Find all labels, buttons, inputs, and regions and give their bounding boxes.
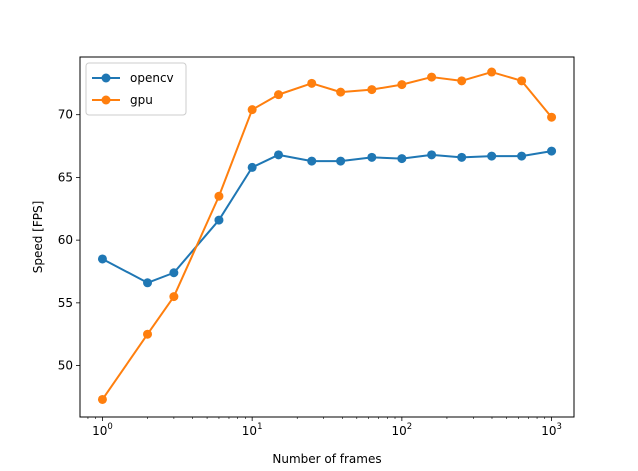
x-tick-label: 103 — [541, 422, 562, 438]
data-point-opencv — [307, 156, 317, 166]
y-tick-label: 55 — [58, 296, 73, 310]
data-point-opencv — [547, 146, 557, 156]
series-layer — [97, 67, 557, 404]
y-axis-label: Speed [FPS] — [31, 201, 45, 274]
legend-label-opencv: opencv — [130, 71, 174, 85]
data-point-opencv — [169, 268, 179, 278]
data-point-opencv — [427, 150, 437, 160]
x-tick-label: 101 — [242, 422, 263, 438]
legend-label-gpu: gpu — [130, 93, 153, 107]
y-tick-label: 60 — [58, 233, 73, 247]
data-point-opencv — [214, 215, 224, 225]
data-point-gpu — [307, 78, 317, 88]
x-tick-label: 102 — [392, 422, 413, 438]
data-point-gpu — [427, 72, 437, 82]
data-point-gpu — [457, 76, 467, 86]
data-point-gpu — [143, 329, 153, 339]
ticks-layer: 100 101 102 103 50 55 60 65 70 — [58, 108, 562, 438]
y-tick-label: 70 — [58, 108, 73, 122]
data-point-opencv — [336, 156, 346, 166]
data-point-opencv — [274, 150, 284, 160]
data-point-gpu — [517, 76, 527, 86]
data-point-opencv — [143, 278, 153, 288]
data-point-gpu — [169, 292, 179, 302]
data-point-opencv — [397, 154, 407, 164]
data-point-opencv — [247, 162, 257, 172]
data-point-opencv — [367, 152, 377, 162]
data-point-gpu — [367, 85, 377, 95]
data-point-gpu — [214, 191, 224, 201]
x-tick-label: 100 — [92, 422, 113, 438]
legend: opencv gpu — [85, 62, 187, 116]
legend-marker-opencv — [101, 73, 111, 83]
data-point-gpu — [97, 394, 107, 404]
plot-frame — [79, 56, 575, 418]
data-point-opencv — [487, 151, 497, 161]
data-point-opencv — [97, 254, 107, 264]
y-tick-label: 50 — [58, 359, 73, 373]
data-point-gpu — [274, 90, 284, 100]
data-point-opencv — [457, 152, 467, 162]
legend-marker-gpu — [101, 95, 111, 105]
legend-box — [85, 62, 187, 116]
data-point-opencv — [517, 151, 527, 161]
data-point-gpu — [247, 105, 257, 115]
data-point-gpu — [336, 87, 346, 97]
data-point-gpu — [397, 80, 407, 90]
data-point-gpu — [487, 67, 497, 77]
data-point-gpu — [547, 112, 557, 122]
y-tick-label: 65 — [58, 170, 73, 184]
x-axis-label: Number of frames — [272, 452, 381, 466]
